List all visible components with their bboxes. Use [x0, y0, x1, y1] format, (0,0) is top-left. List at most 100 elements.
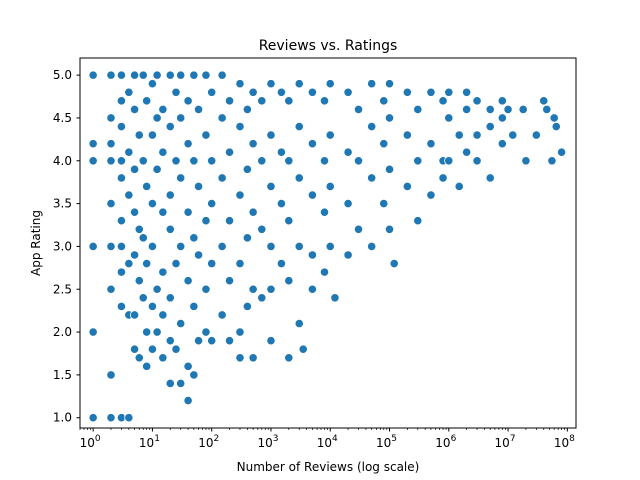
y-tick-label: 5.0	[53, 68, 72, 82]
data-point	[124, 147, 134, 157]
data-point	[189, 156, 199, 166]
data-point	[413, 156, 423, 166]
data-point	[124, 258, 134, 269]
data-point	[152, 284, 162, 294]
data-point	[106, 413, 116, 423]
data-point	[207, 156, 217, 166]
data-point	[462, 87, 472, 97]
data-point	[367, 79, 377, 89]
data-point	[343, 250, 353, 260]
data-point	[116, 216, 127, 226]
data-point	[165, 121, 175, 132]
data-point	[158, 267, 168, 277]
y-tick-label: 4.0	[53, 154, 72, 168]
data-point	[402, 181, 412, 192]
data-point	[462, 104, 472, 114]
data-point	[189, 370, 199, 380]
data-point	[531, 130, 541, 140]
data-point	[183, 361, 193, 371]
data-point	[276, 199, 287, 209]
data-point	[171, 258, 181, 269]
data-point	[147, 301, 158, 311]
data-point	[224, 96, 235, 106]
data-point	[319, 156, 330, 166]
data-point	[307, 284, 317, 294]
data-point	[454, 181, 464, 192]
data-point	[438, 96, 448, 106]
data-point	[201, 327, 211, 337]
data-point	[343, 199, 353, 209]
data-point	[248, 284, 258, 294]
data-point	[201, 284, 211, 294]
data-point	[551, 121, 561, 132]
data-point	[165, 224, 175, 234]
data-point	[242, 104, 252, 114]
data-point	[248, 87, 258, 97]
data-point	[183, 395, 193, 406]
data-point	[294, 318, 304, 329]
data-point	[217, 173, 227, 183]
data-point	[266, 241, 276, 252]
data-point	[138, 293, 148, 303]
data-point	[438, 173, 448, 183]
data-point	[257, 224, 267, 234]
data-point	[384, 164, 395, 174]
data-point	[384, 113, 395, 123]
data-point	[124, 87, 134, 97]
y-tick-label: 3.5	[53, 197, 72, 211]
data-point	[217, 310, 227, 320]
data-point	[88, 241, 98, 252]
data-point	[129, 164, 140, 174]
data-point	[106, 113, 116, 123]
data-point	[307, 250, 317, 260]
data-point	[129, 70, 140, 80]
data-point	[319, 207, 330, 217]
x-tick-label: 101	[139, 434, 160, 450]
data-point	[319, 96, 330, 106]
data-point	[413, 216, 423, 226]
data-point	[508, 130, 518, 140]
data-point	[284, 96, 294, 106]
data-point	[165, 70, 175, 80]
data-point	[176, 318, 186, 329]
data-point	[284, 353, 294, 363]
data-point	[171, 156, 181, 166]
data-point	[158, 207, 168, 217]
data-point	[88, 70, 98, 80]
data-point	[138, 70, 148, 80]
data-point	[307, 190, 317, 200]
data-point	[116, 301, 127, 311]
data-point	[224, 147, 235, 157]
data-point	[266, 336, 276, 346]
data-point	[171, 344, 181, 354]
data-point	[217, 241, 227, 252]
y-tick-label: 3.0	[53, 239, 72, 253]
data-point	[518, 104, 528, 114]
data-point	[235, 190, 245, 200]
data-point	[556, 147, 567, 157]
data-point	[183, 139, 193, 149]
data-point	[248, 353, 258, 363]
data-point	[307, 87, 317, 97]
data-point	[134, 130, 144, 140]
data-point	[294, 173, 304, 183]
data-point	[224, 276, 235, 286]
data-point	[88, 156, 98, 166]
data-point	[235, 121, 245, 132]
y-axis-title: App Rating	[29, 210, 43, 276]
data-point	[129, 207, 140, 217]
data-point	[266, 130, 276, 140]
data-point	[152, 164, 162, 174]
data-point	[384, 79, 395, 89]
data-point	[183, 96, 193, 106]
data-point	[266, 284, 276, 294]
data-point	[485, 104, 495, 114]
data-point	[129, 344, 140, 354]
data-point	[353, 224, 364, 234]
data-point	[367, 121, 377, 132]
data-point	[152, 327, 162, 337]
data-point	[189, 301, 199, 311]
data-point	[116, 267, 127, 277]
data-point	[402, 87, 412, 97]
y-tick-label: 4.5	[53, 111, 72, 125]
